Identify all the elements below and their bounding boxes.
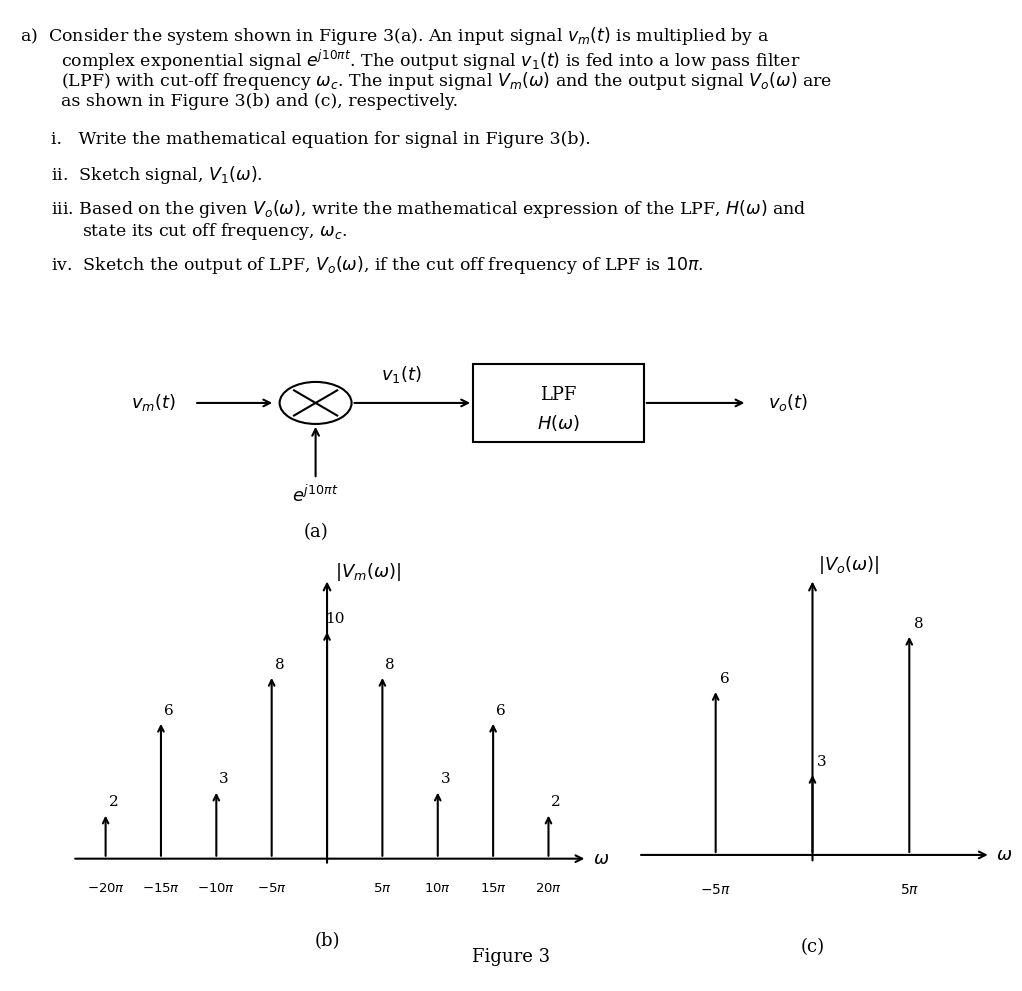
Text: 10: 10 <box>325 611 344 625</box>
Text: $5\pi$: $5\pi$ <box>899 883 919 897</box>
Text: 6: 6 <box>164 704 174 717</box>
Text: 8: 8 <box>385 658 394 672</box>
Text: $\omega$: $\omega$ <box>996 846 1013 864</box>
Bar <box>473 364 644 442</box>
Text: (LPF) with cut-off frequency $\omega_c$. The input signal $V_m(\omega)$ and the : (LPF) with cut-off frequency $\omega_c$.… <box>61 70 833 92</box>
Text: $v_m(t)$: $v_m(t)$ <box>131 392 176 413</box>
Text: $-5\pi$: $-5\pi$ <box>700 883 731 897</box>
Text: $10\pi$: $10\pi$ <box>424 882 452 895</box>
Text: $20\pi$: $20\pi$ <box>535 882 562 895</box>
Text: (a): (a) <box>304 522 328 541</box>
Text: LPF: LPF <box>541 386 576 404</box>
Text: iii. Based on the given $V_o(\omega)$, write the mathematical expression of the : iii. Based on the given $V_o(\omega)$, w… <box>51 198 806 220</box>
Text: 3: 3 <box>220 772 229 787</box>
Text: Figure 3: Figure 3 <box>472 948 550 966</box>
Text: $e^{j10\pi t}$: $e^{j10\pi t}$ <box>292 485 338 505</box>
Text: 6: 6 <box>496 704 506 717</box>
Text: complex exponential signal $e^{j10\pi t}$. The output signal $v_1(t)$ is fed int: complex exponential signal $e^{j10\pi t}… <box>61 48 801 72</box>
Text: $\omega$: $\omega$ <box>593 849 609 868</box>
Text: 8: 8 <box>915 617 924 631</box>
Text: $|V_m(\omega)|$: $|V_m(\omega)|$ <box>335 561 401 584</box>
Text: 3: 3 <box>818 755 827 769</box>
Text: $v_1(t)$: $v_1(t)$ <box>380 364 421 385</box>
Text: $-15\pi$: $-15\pi$ <box>142 882 180 895</box>
Text: $15\pi$: $15\pi$ <box>479 882 507 895</box>
Text: (c): (c) <box>800 937 825 955</box>
Text: $H(\omega)$: $H(\omega)$ <box>537 413 579 433</box>
Text: i.   Write the mathematical equation for signal in Figure 3(b).: i. Write the mathematical equation for s… <box>51 131 591 148</box>
Text: as shown in Figure 3(b) and (c), respectively.: as shown in Figure 3(b) and (c), respect… <box>61 93 459 110</box>
Text: state its cut off frequency, $\omega_c$.: state its cut off frequency, $\omega_c$. <box>82 221 347 242</box>
Text: $v_o(t)$: $v_o(t)$ <box>768 392 808 413</box>
Text: 6: 6 <box>721 673 731 687</box>
Text: $|V_o(\omega)|$: $|V_o(\omega)|$ <box>819 554 880 576</box>
Text: $5\pi$: $5\pi$ <box>373 882 391 895</box>
Text: 2: 2 <box>551 796 561 810</box>
Text: 8: 8 <box>275 658 284 672</box>
Text: $-10\pi$: $-10\pi$ <box>197 882 235 895</box>
Text: $-20\pi$: $-20\pi$ <box>87 882 125 895</box>
Text: (b): (b) <box>315 933 339 950</box>
Text: ii.  Sketch signal, $V_1(\omega)$.: ii. Sketch signal, $V_1(\omega)$. <box>51 164 263 185</box>
Text: $-5\pi$: $-5\pi$ <box>257 882 286 895</box>
Text: a)  Consider the system shown in Figure 3(a). An input signal $v_m(t)$ is multip: a) Consider the system shown in Figure 3… <box>20 25 770 47</box>
Text: 2: 2 <box>108 796 119 810</box>
Text: 3: 3 <box>440 772 451 787</box>
Text: iv.  Sketch the output of LPF, $V_o(\omega)$, if the cut off frequency of LPF is: iv. Sketch the output of LPF, $V_o(\omeg… <box>51 254 703 275</box>
